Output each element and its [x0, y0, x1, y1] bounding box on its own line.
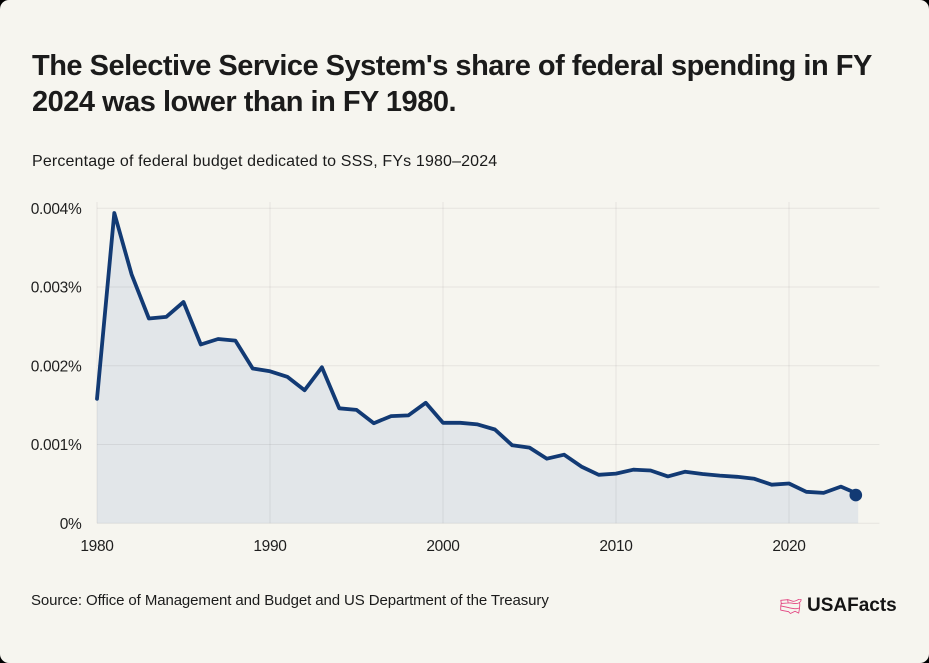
svg-text:0.002%: 0.002% [31, 358, 82, 375]
svg-text:0.004%: 0.004% [31, 201, 82, 218]
svg-text:0.003%: 0.003% [31, 280, 82, 297]
svg-text:0%: 0% [60, 516, 82, 533]
svg-text:2020: 2020 [772, 538, 806, 555]
svg-text:0.001%: 0.001% [31, 437, 82, 454]
svg-text:2000: 2000 [426, 538, 460, 555]
svg-text:1980: 1980 [80, 538, 114, 555]
svg-text:2010: 2010 [599, 538, 633, 555]
svg-text:1990: 1990 [253, 538, 287, 555]
